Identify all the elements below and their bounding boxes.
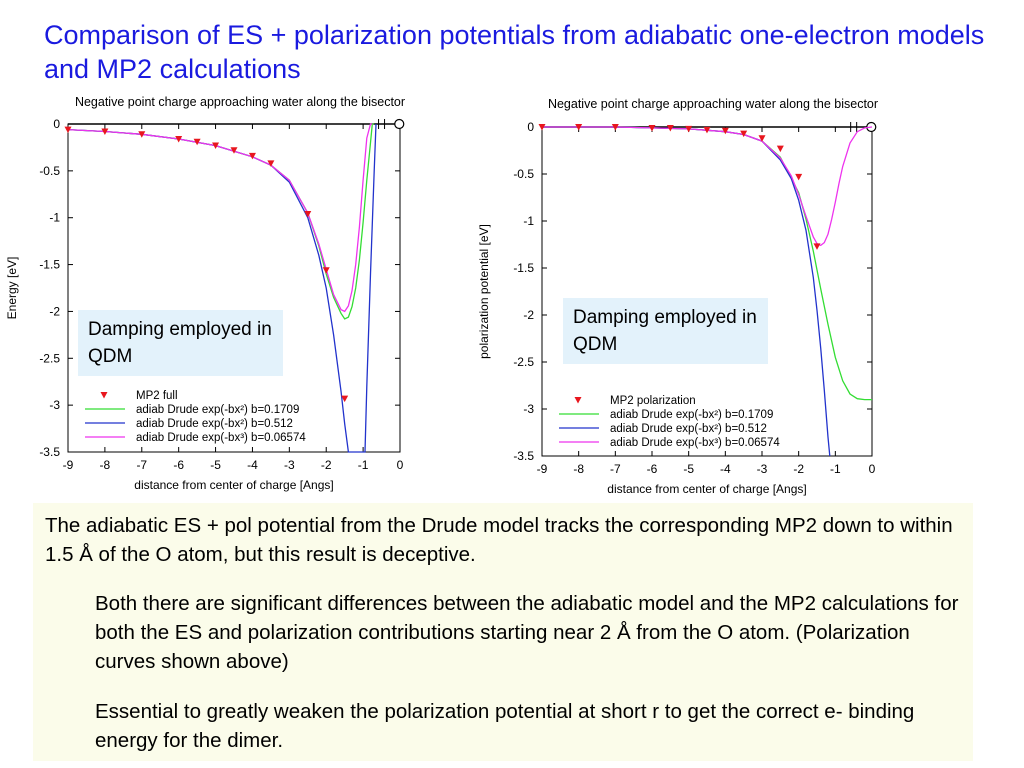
- summary-sub-paragraph-2: Essential to greatly weaken the polariza…: [95, 700, 915, 752]
- x-tick-label: -4: [720, 462, 731, 476]
- x-tick-label: -1: [830, 462, 841, 476]
- chart-title: Negative point charge approaching water …: [75, 95, 405, 109]
- x-tick-label: 0: [869, 462, 876, 476]
- x-tick-label: -6: [647, 462, 658, 476]
- mp2-point: [64, 126, 72, 134]
- mp2-point: [267, 160, 275, 167]
- legend-label: adiab Drude exp(-bx²) b=0.1709: [136, 404, 299, 416]
- legend-label: adiab Drude exp(-bx³) b=0.06574: [136, 432, 306, 444]
- legend-label: adiab Drude exp(-bx²) b=0.1709: [610, 409, 773, 421]
- y-tick-label: -2: [523, 308, 534, 322]
- y-tick-label: -2: [49, 304, 60, 318]
- summary-text-box: The adiabatic ES + pol potential from th…: [33, 503, 973, 761]
- x-tick-label: 0: [397, 458, 404, 472]
- mp2-point: [193, 138, 201, 146]
- y-tick-label: -3: [523, 402, 534, 416]
- x-tick-label: -7: [610, 462, 621, 476]
- mp2-point: [575, 124, 583, 131]
- x-tick-label: -7: [136, 458, 147, 472]
- chart-energy-panel: Negative point charge approaching water …: [0, 90, 430, 500]
- mp2-point: [685, 125, 693, 133]
- x-tick-label: -4: [247, 458, 258, 472]
- series-line: [68, 123, 373, 313]
- mp2-point: [758, 135, 766, 142]
- mp2-point: [341, 395, 349, 403]
- series-line: [68, 123, 375, 320]
- mp2-point: [813, 243, 821, 250]
- mp2-point: [611, 124, 619, 131]
- y-axis-label: Energy [eV]: [5, 257, 19, 320]
- legend-label: MP2 full: [136, 390, 178, 402]
- callout-damping-right: Damping employed in QDM: [563, 298, 768, 364]
- o-atom-marker: [394, 118, 405, 130]
- y-tick-label: -3.5: [39, 445, 60, 459]
- mp2-point: [230, 147, 238, 154]
- series-line: [542, 126, 872, 247]
- legend-label: adiab Drude exp(-bx³) b=0.06574: [610, 437, 780, 449]
- x-tick-label: -6: [173, 458, 184, 472]
- x-tick-label: -2: [793, 462, 804, 476]
- plot-frame: [67, 123, 401, 453]
- mp2-point: [795, 173, 803, 181]
- x-tick-label: -1: [358, 458, 369, 472]
- x-axis-label: distance from center of charge [Angs]: [134, 478, 333, 492]
- legend-label: adiab Drude exp(-bx²) b=0.512: [610, 423, 767, 435]
- chart-energy: Negative point charge approaching water …: [5, 95, 405, 492]
- y-tick-label: -1.5: [513, 261, 534, 275]
- mp2-point: [248, 152, 256, 160]
- x-axis-label: distance from center of charge [Angs]: [607, 482, 806, 496]
- chart-title: Negative point charge approaching water …: [548, 97, 878, 111]
- x-tick-label: -9: [63, 458, 74, 472]
- x-tick-label: -3: [284, 458, 295, 472]
- mp2-point: [703, 126, 711, 134]
- y-tick-label: -0.5: [39, 164, 60, 178]
- mp2-point: [304, 210, 312, 218]
- callout-damping-left: Damping employed in QDM: [78, 310, 283, 376]
- mp2-point: [322, 267, 330, 274]
- x-tick-label: -5: [683, 462, 694, 476]
- y-axis-label: polarization potential [eV]: [477, 224, 491, 359]
- legend-label: MP2 polarization: [610, 395, 696, 407]
- summary-sub-paragraph-1: Both there are significant differences b…: [95, 592, 959, 673]
- plot-frame: [541, 126, 873, 457]
- legend-marker: [574, 397, 582, 404]
- mp2-point: [138, 131, 146, 138]
- x-tick-label: -2: [321, 458, 332, 472]
- x-tick-label: -3: [757, 462, 768, 476]
- legend-label: adiab Drude exp(-bx²) b=0.512: [136, 418, 293, 430]
- x-tick-label: -5: [210, 458, 221, 472]
- mp2-point: [721, 127, 729, 135]
- y-tick-label: -1.5: [39, 258, 60, 272]
- mp2-point: [776, 145, 784, 153]
- y-tick-label: -1: [523, 214, 534, 228]
- chart-polarization-panel: Negative point charge approaching water …: [470, 92, 900, 502]
- x-tick-label: -9: [537, 462, 548, 476]
- y-tick-label: -1: [49, 211, 60, 225]
- x-tick-label: -8: [573, 462, 584, 476]
- y-tick-label: 0: [527, 120, 534, 134]
- series-line: [68, 123, 377, 453]
- mp2-point: [648, 124, 656, 132]
- mp2-point: [212, 142, 220, 150]
- mp2-point: [740, 130, 748, 138]
- chart-polarization: Negative point charge approaching water …: [477, 97, 878, 496]
- summary-main-paragraph: The adiabatic ES + pol potential from th…: [45, 514, 953, 566]
- y-tick-label: -2.5: [39, 351, 60, 365]
- y-tick-label: -3: [49, 398, 60, 412]
- mp2-point: [666, 124, 674, 132]
- x-tick-label: -8: [100, 458, 111, 472]
- y-tick-label: -3.5: [513, 449, 534, 463]
- legend-marker: [100, 392, 108, 399]
- y-tick-label: 0: [53, 117, 60, 131]
- mp2-point: [538, 124, 546, 131]
- y-tick-label: -2.5: [513, 355, 534, 369]
- mp2-point: [101, 128, 109, 135]
- mp2-point: [175, 135, 183, 143]
- slide-title: Comparison of ES + polarization potentia…: [44, 20, 985, 84]
- y-tick-label: -0.5: [513, 167, 534, 181]
